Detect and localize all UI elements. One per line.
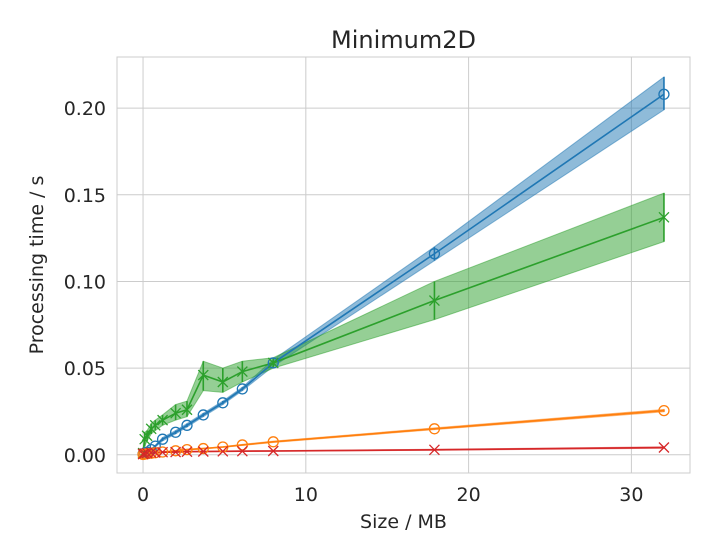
x-marker-stroke: [236, 445, 248, 457]
x-axis-label: Size / MB: [360, 511, 447, 533]
y-axis-label: Processing time / s: [26, 176, 48, 355]
series-1-point: [658, 88, 670, 100]
x-marker-stroke: [428, 444, 440, 456]
x-marker-stroke: [141, 447, 153, 459]
series-markers: [137, 88, 670, 461]
x-marker-stroke: [197, 369, 209, 381]
x-marker-stroke: [217, 376, 229, 388]
x-tick-label: 30: [619, 484, 643, 506]
series-1-point: [217, 397, 229, 409]
chart-title: Minimum2D: [331, 26, 476, 54]
x-marker-stroke: [197, 446, 209, 457]
series-3-point: [169, 445, 182, 457]
x-marker-stroke: [157, 446, 169, 458]
series-2-point: [141, 430, 153, 442]
series-2-point: [197, 369, 209, 381]
x-marker-stroke: [658, 211, 670, 223]
series-2-point: [157, 414, 169, 426]
x-marker-stroke: [267, 445, 279, 457]
x-marker-stroke: [236, 366, 248, 378]
y-tick-labels: 0.00 0.05 0.10 0.15 0.20: [64, 98, 106, 467]
series-4-point: [267, 445, 279, 457]
series-3-point: [236, 439, 248, 451]
series-2-point: [267, 357, 279, 369]
series-2-point: [428, 295, 440, 306]
x-marker-stroke: [658, 442, 670, 453]
series-4-point: [181, 446, 193, 458]
x-tick-label: 10: [294, 484, 318, 506]
series-4-point: [658, 442, 670, 453]
series-1-point: [428, 248, 441, 260]
series-2-point: [236, 366, 248, 378]
x-marker-stroke: [170, 446, 182, 458]
x-marker-stroke: [428, 295, 440, 306]
x-marker-stroke: [137, 448, 149, 460]
series-1-point: [181, 419, 193, 431]
series-1-point: [169, 426, 182, 438]
series-3-point: [658, 404, 670, 417]
series-1-point: [156, 433, 169, 445]
x-marker-stroke: [149, 419, 161, 431]
y-tick-label: 0.15: [64, 185, 106, 207]
series-3-point: [267, 436, 279, 448]
series-2-point: [170, 407, 182, 419]
y-tick-label: 0.10: [64, 271, 106, 293]
x-marker-stroke: [217, 445, 229, 457]
series-1-point: [197, 409, 209, 421]
x-marker-stroke: [267, 357, 279, 369]
series-1-point: [267, 357, 279, 369]
series-1-point: [236, 383, 248, 395]
series-4-point: [170, 446, 182, 458]
series-3-point: [156, 446, 169, 458]
x-tick-label: 0: [137, 484, 149, 506]
series-4-point: [236, 445, 248, 457]
x-marker-stroke: [149, 447, 161, 459]
x-marker-stroke: [170, 407, 182, 419]
y-tick-label: 0.20: [64, 98, 106, 120]
series-2-point: [658, 211, 670, 223]
series-4-point: [217, 445, 229, 457]
series-3-point: [428, 423, 441, 435]
x-marker-stroke: [181, 404, 193, 416]
series-3-point: [197, 442, 209, 455]
series-4-point: [157, 446, 169, 458]
y-gridlines: [117, 107, 690, 456]
series-3-point: [181, 443, 193, 456]
series-2-point: [149, 419, 161, 431]
series-2-point: [181, 404, 193, 416]
x-marker-stroke: [181, 446, 193, 458]
series-4-point: [145, 447, 157, 459]
plot-area: [116, 56, 691, 474]
x-tick-labels: 0 10 20 30: [137, 484, 643, 506]
series-3-point: [149, 447, 161, 459]
y-tick-label: 0.00: [64, 445, 106, 467]
series-4-point: [428, 444, 440, 456]
x-marker-stroke: [157, 414, 169, 426]
x-tick-label: 20: [457, 484, 481, 506]
x-marker-stroke: [141, 430, 153, 442]
y-tick-label: 0.05: [64, 358, 106, 380]
x-marker-stroke: [145, 447, 157, 459]
series-2-point: [217, 376, 229, 388]
series-4-point: [141, 447, 153, 459]
series-4-point: [197, 446, 209, 457]
